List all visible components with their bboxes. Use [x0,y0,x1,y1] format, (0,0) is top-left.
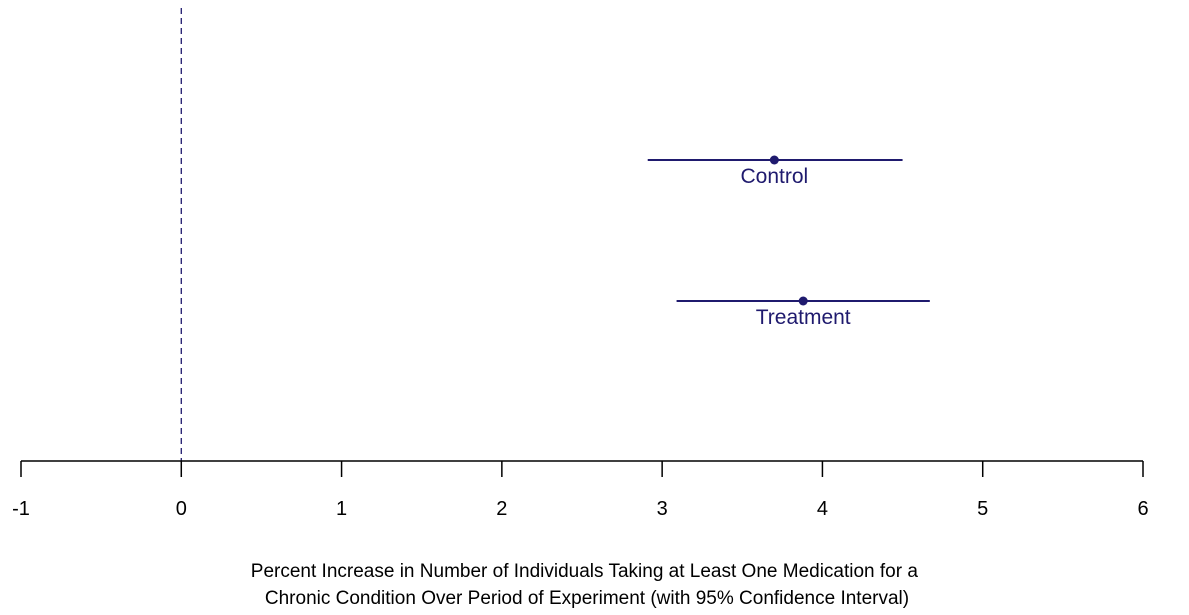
x-tick-label: -1 [12,498,30,520]
x-tick-label: 1 [336,498,347,520]
point-estimate [798,296,808,306]
series-layer: Control Treatment [647,155,930,329]
x-tick-label: 5 [977,498,988,520]
x-tick-label: 0 [176,498,187,520]
x-axis-title-line-1: Percent Increase in Number of Individual… [251,561,919,582]
point-estimate [769,155,779,165]
x-tick-label: 4 [817,498,828,520]
x-tick-label: 3 [657,498,668,520]
x-axis-title-line-2: Chronic Condition Over Period of Experim… [265,588,909,609]
series-label: Control [740,165,808,188]
x-axis: -1 0 1 2 3 4 5 6 [12,460,1149,520]
x-tick-label: 2 [496,498,507,520]
x-axis-title: Percent Increase in Number of Individual… [251,561,923,609]
series-label: Treatment [756,306,851,329]
x-tick-label: 6 [1137,498,1148,520]
